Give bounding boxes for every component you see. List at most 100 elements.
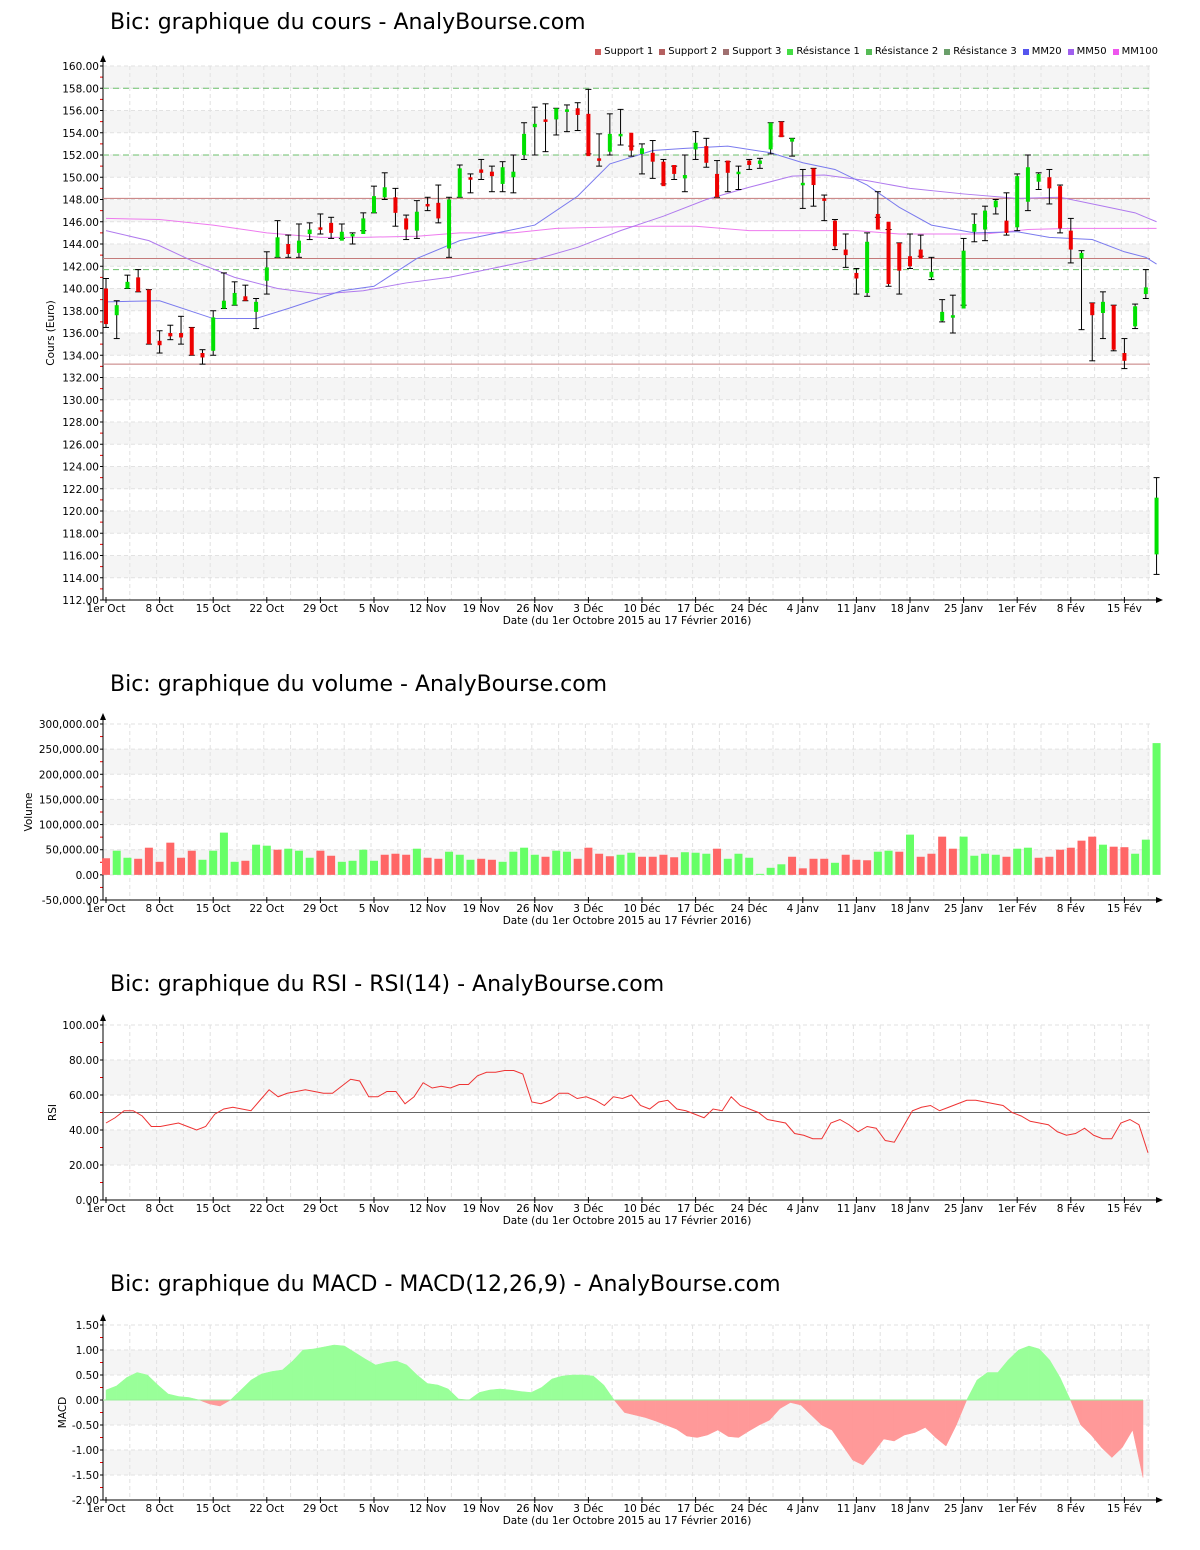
volume-bar <box>809 858 818 875</box>
volume-bar <box>466 859 475 875</box>
volume-bar <box>788 856 797 875</box>
candle <box>640 148 644 154</box>
macd-area <box>510 1389 522 1401</box>
legend-label: Résistance 3 <box>953 46 1017 57</box>
macd-area <box>178 1396 190 1401</box>
x-axis-arrow-icon <box>1156 1197 1163 1203</box>
candle <box>618 133 623 137</box>
volume-bar <box>337 861 346 875</box>
y-tick-label: 60.00 <box>69 1090 99 1102</box>
macd-area <box>935 1399 947 1447</box>
macd-area <box>333 1344 345 1401</box>
x-tick-label: 19 Nov <box>463 1203 500 1215</box>
candle <box>286 244 291 255</box>
volume-bar <box>520 847 529 875</box>
x-tick-label: 29 Oct <box>303 903 338 915</box>
volume-chart-title: Bic: graphique du volume - AnalyBourse.c… <box>110 672 608 697</box>
y-tick-label: 142.00 <box>62 261 99 273</box>
x-tick-label: 5 Nov <box>359 1503 390 1515</box>
macd-area <box>893 1399 905 1442</box>
legend-label: MM100 <box>1121 46 1158 57</box>
volume-bar <box>455 854 464 875</box>
volume-bar <box>991 854 1000 875</box>
volume-bar <box>102 858 110 875</box>
macd-area <box>904 1399 916 1436</box>
volume-bar <box>1141 839 1150 875</box>
x-axis-label: Date (du 1er Octobre 2015 au 17 Février … <box>503 1515 752 1527</box>
volume-bar <box>691 852 700 875</box>
x-tick-label: 24 Déc <box>731 903 768 915</box>
volume-bar <box>187 850 196 875</box>
legend-item: Support 1 <box>595 46 653 57</box>
volume-bar <box>884 850 893 875</box>
legend-item: Résistance 2 <box>865 46 938 57</box>
legend-item: Résistance 1 <box>787 46 860 57</box>
candle <box>950 315 955 318</box>
candle <box>650 152 655 162</box>
volume-bar <box>327 855 336 875</box>
candle <box>479 169 484 173</box>
macd-area <box>738 1399 750 1438</box>
volume-bar <box>316 850 325 875</box>
legend-item: Support 2 <box>659 46 717 57</box>
macd-area <box>157 1384 169 1401</box>
grid-band <box>103 1060 1150 1095</box>
candle <box>436 202 441 219</box>
macd-area <box>717 1399 729 1437</box>
x-tick-label: 22 Oct <box>249 1503 284 1515</box>
volume-bar <box>798 868 807 875</box>
candle <box>104 288 108 325</box>
y-tick-label: 136.00 <box>62 328 99 340</box>
candle <box>522 133 527 155</box>
macd-area <box>748 1399 760 1432</box>
y-tick-label: 146.00 <box>62 217 99 229</box>
volume-bar <box>970 855 979 875</box>
x-tick-label: 19 Nov <box>463 1503 500 1515</box>
volume-bar <box>906 834 914 875</box>
volume-bar <box>155 861 164 875</box>
macd-area <box>873 1399 884 1454</box>
y-tick-label: 130.00 <box>62 395 99 407</box>
macd-area <box>572 1374 584 1401</box>
x-tick-label: 4 Janv <box>787 603 819 615</box>
candle <box>221 300 226 309</box>
y-tick-label: -0.50 <box>72 1420 99 1432</box>
x-tick-label: 15 Fév <box>1107 903 1142 915</box>
candle <box>768 122 773 150</box>
mm50-line <box>105 174 1157 295</box>
macd-area <box>966 1379 978 1401</box>
macd-area <box>686 1399 698 1438</box>
volume-bar <box>1056 849 1065 875</box>
y-tick-label: 122.00 <box>62 484 99 496</box>
volume-bar <box>830 862 839 875</box>
x-tick-label: 15 Oct <box>196 903 231 915</box>
candle <box>597 158 602 161</box>
candle <box>908 256 912 267</box>
price-chart-title: Bic: graphique du cours - AnalyBourse.co… <box>110 10 586 35</box>
y-tick-label: 144.00 <box>62 239 99 251</box>
volume-bar <box>177 857 186 875</box>
y-tick-label: 200,000.00 <box>39 769 99 781</box>
x-tick-label: 1er Fév <box>998 1503 1037 1515</box>
volume-bar <box>1034 857 1043 875</box>
candle <box>532 123 537 128</box>
macd-area <box>831 1399 843 1446</box>
volume-bar <box>648 856 657 875</box>
volume-bar <box>112 850 121 875</box>
volume-bar <box>230 861 239 875</box>
grid-band <box>103 749 1150 775</box>
macd-area <box>1101 1399 1113 1459</box>
candle <box>875 213 880 230</box>
candle <box>800 182 805 186</box>
x-tick-label: 8 Fév <box>1057 1503 1085 1515</box>
candle <box>296 240 301 253</box>
macd-area <box>976 1372 988 1401</box>
macd-area <box>323 1344 335 1401</box>
macd-area <box>136 1372 148 1401</box>
legend-label: Support 2 <box>668 46 718 57</box>
grid-band <box>103 1130 1150 1165</box>
x-tick-label: 8 Fév <box>1057 903 1085 915</box>
candle <box>404 218 409 230</box>
candle <box>564 109 569 112</box>
x-tick-label: 1er Oct <box>87 1503 126 1515</box>
